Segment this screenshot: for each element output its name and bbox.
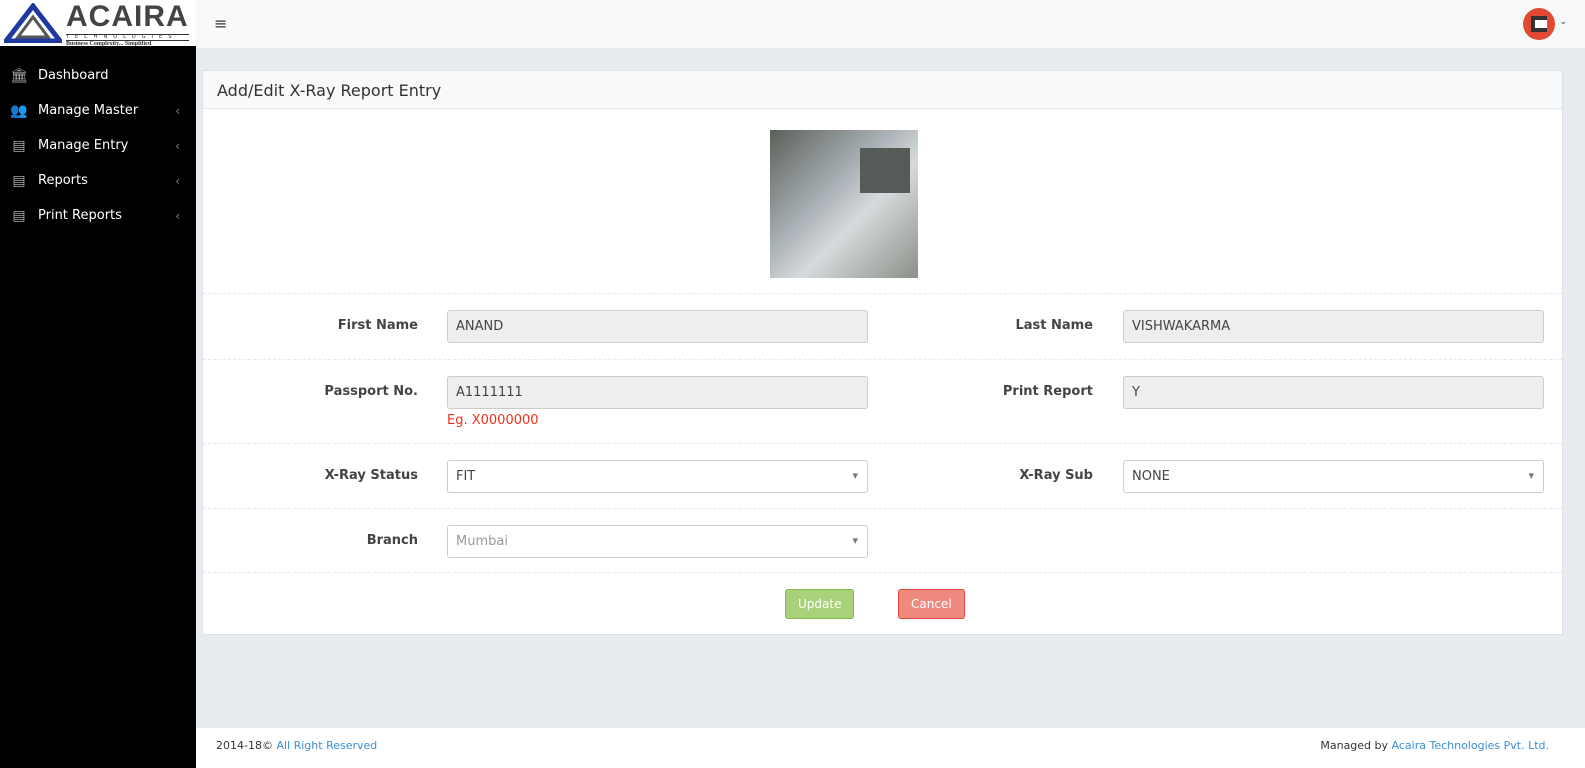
xray-entry-panel: Add/Edit X-Ray Report Entry First Name A… — [202, 70, 1563, 635]
form-divider — [203, 359, 1562, 360]
sidebar: ACAIRA TECHNOLOGIES Business Complexity.… — [0, 0, 196, 768]
rights-link[interactable]: All Right Reserved — [276, 739, 378, 752]
patient-photo — [770, 130, 918, 278]
clipboard-icon: ▤ — [12, 207, 26, 224]
sidebar-item-label: Dashboard — [38, 68, 109, 83]
sidebar-item-label: Print Reports — [38, 208, 122, 223]
company-link[interactable]: Acaira Technologies Pvt. Ltd. — [1391, 739, 1549, 752]
copyright: 2014-18© — [216, 739, 273, 752]
xray-status-label: X-Ray Status — [324, 468, 418, 483]
passport-input[interactable]: A1111111 — [447, 376, 868, 409]
print-report-label: Print Report — [1002, 384, 1093, 399]
footer: 2014-18© All Right Reserved Managed by A… — [196, 728, 1585, 768]
xray-status-select[interactable]: FIT — [447, 460, 868, 493]
logo-triangle-icon — [4, 3, 62, 43]
logo-sub: TECHNOLOGIES — [66, 33, 189, 41]
sidebar-item-dashboard[interactable]: 🏛 Dashboard — [0, 58, 196, 93]
logo-tagline: Business Complexity... Simplified — [66, 40, 152, 47]
bank-icon: 🏛 — [10, 67, 28, 84]
managed-by: Managed by — [1320, 739, 1389, 752]
sidebar-item-manage-master[interactable]: 👥 Manage Master ‹ — [0, 93, 196, 128]
first-name-label: First Name — [337, 318, 418, 333]
branch-select: Mumbai — [447, 525, 868, 558]
sidebar-item-label: Reports — [38, 173, 88, 188]
sidebar-item-label: Manage Master — [38, 103, 139, 118]
branch-label: Branch — [366, 533, 418, 548]
page-title: Add/Edit X-Ray Report Entry — [203, 71, 1562, 109]
users-icon: 👥 — [10, 102, 28, 119]
print-report-input[interactable]: Y — [1123, 376, 1544, 409]
clipboard-icon: ▤ — [12, 137, 26, 154]
clipboard-icon: ▤ — [12, 172, 26, 189]
logo[interactable]: ACAIRA TECHNOLOGIES Business Complexity.… — [0, 0, 196, 47]
chevron-left-icon: ‹ — [175, 208, 180, 223]
passport-label: Passport No. — [324, 384, 418, 399]
first-name-input[interactable]: ANAND — [447, 310, 868, 343]
menu-toggle-icon[interactable]: ≡ — [214, 14, 228, 33]
xray-sub-select[interactable]: NONE — [1123, 460, 1544, 493]
chevron-left-icon: ‹ — [175, 138, 180, 153]
logo-name: ACAIRA — [66, 0, 189, 33]
form-divider — [203, 572, 1562, 573]
last-name-label: Last Name — [1015, 318, 1093, 333]
passport-hint: Eg. X0000000 — [447, 413, 539, 428]
chevron-left-icon: ‹ — [175, 103, 180, 118]
update-button[interactable]: Update — [785, 589, 855, 619]
sidebar-item-print-reports[interactable]: ▤ Print Reports ‹ — [0, 198, 196, 233]
sidebar-item-manage-entry[interactable]: ▤ Manage Entry ‹ — [0, 128, 196, 163]
chevron-down-icon[interactable]: ⌄ — [1559, 17, 1567, 27]
sidebar-item-label: Manage Entry — [38, 138, 129, 153]
form-divider — [203, 293, 1562, 294]
user-avatar[interactable] — [1523, 8, 1555, 40]
chevron-left-icon: ‹ — [175, 173, 180, 188]
topbar: ≡ ⌄ — [196, 0, 1585, 48]
xray-sub-label: X-Ray Sub — [1019, 468, 1093, 483]
last-name-input[interactable]: VISHWAKARMA — [1123, 310, 1544, 343]
form-divider — [203, 508, 1562, 509]
sidebar-item-reports[interactable]: ▤ Reports ‹ — [0, 163, 196, 198]
cancel-button[interactable]: Cancel — [898, 589, 965, 619]
form-divider — [203, 443, 1562, 444]
